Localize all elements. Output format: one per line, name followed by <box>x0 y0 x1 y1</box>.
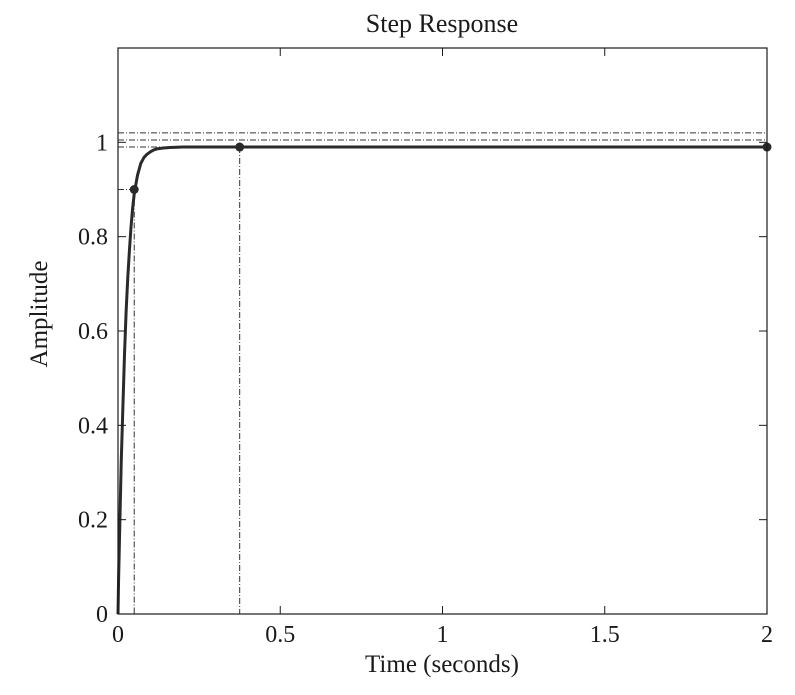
x-axis-label: Time (seconds) <box>365 651 519 678</box>
chart-title: Step Response <box>366 9 518 38</box>
step-response-line <box>116 145 767 615</box>
y-tick-label: 0.6 <box>78 319 108 345</box>
reference-lines <box>118 132 767 614</box>
x-tick-label: 1.5 <box>590 622 620 648</box>
y-axis-label: Amplitude <box>26 261 53 368</box>
y-axis: 0 0.2 0.4 0.6 0.8 1 <box>78 130 767 628</box>
y-tick-label: 0.2 <box>78 508 108 534</box>
characteristic-point <box>235 142 245 152</box>
y-tick-label: 0 <box>96 602 108 628</box>
x-tick-label: 1 <box>437 622 449 648</box>
characteristic-point <box>129 185 139 194</box>
y-tick-label: 0.4 <box>78 413 108 439</box>
y-tick-label: 1 <box>96 130 108 156</box>
x-tick-label: 0 <box>112 622 124 648</box>
series-layer <box>116 142 772 615</box>
x-tick-label: 0.5 <box>265 622 295 648</box>
x-axis: 0 0.5 1 1.5 2 <box>112 48 773 648</box>
y-tick-label: 0.8 <box>78 225 108 251</box>
x-tick-label: 2 <box>761 622 773 648</box>
